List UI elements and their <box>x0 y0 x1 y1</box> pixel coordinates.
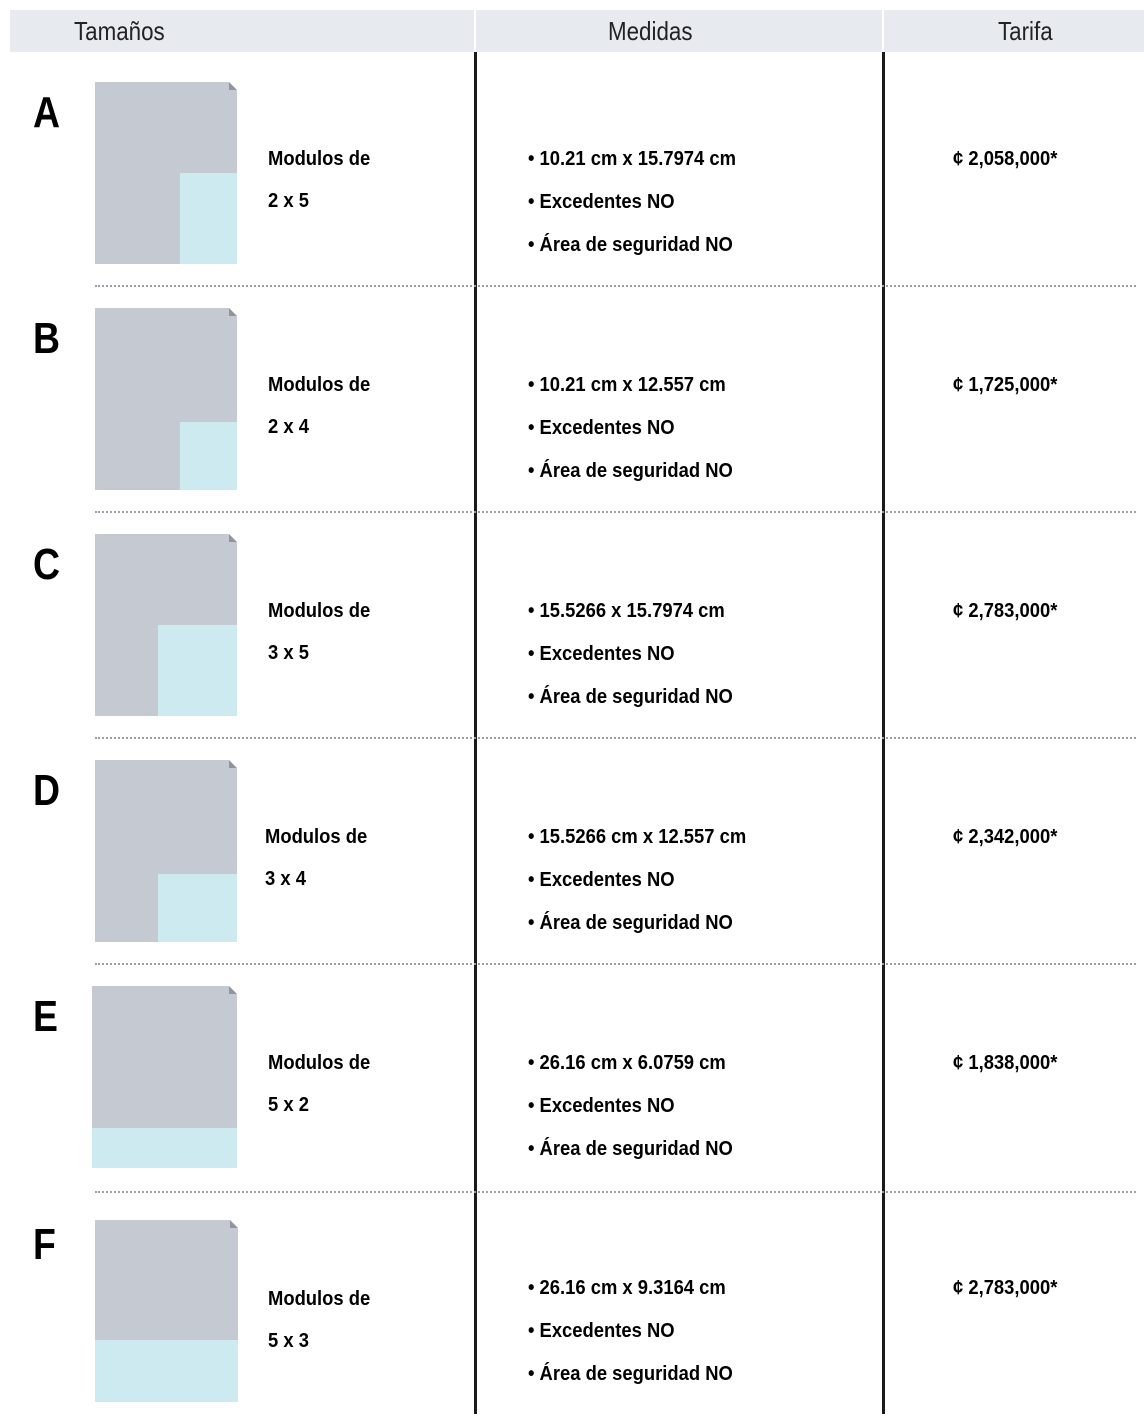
row-separator <box>95 737 1136 739</box>
modules-label: Modulos de <box>268 374 371 396</box>
size-row-a: A Modulos de 2 x 5 • 10.21 cm x 15.7974 … <box>0 60 1144 286</box>
size-thumbnail <box>95 760 237 942</box>
size-thumbnail <box>92 986 237 1168</box>
price-text: ¢ 1,725,000* <box>953 374 1058 396</box>
page-fold-icon <box>229 760 237 768</box>
size-letter: D <box>33 766 61 815</box>
dimensions-text: • 10.21 cm x 15.7974 cm <box>528 148 736 170</box>
price-text: ¢ 1,838,000* <box>953 1052 1058 1074</box>
dimensions-text: • 26.16 cm x 6.0759 cm <box>528 1052 726 1074</box>
row-separator <box>95 511 1136 513</box>
ad-area-highlight <box>180 422 237 490</box>
column-divider-medidas <box>474 52 477 1414</box>
dimensions-text: • 26.16 cm x 9.3164 cm <box>528 1277 726 1299</box>
ad-area-highlight <box>158 625 237 716</box>
size-row-b: B Modulos de 2 x 4 • 10.21 cm x 12.557 c… <box>0 286 1144 512</box>
size-row-d: D Modulos de 3 x 4 • 15.5266 cm x 12.557… <box>0 738 1144 964</box>
excedentes-text: • Excedentes NO <box>528 191 675 213</box>
modules-label: Modulos de <box>268 1288 371 1310</box>
modules-value: 3 x 4 <box>265 868 306 890</box>
size-row-e: E Modulos de 5 x 2 • 26.16 cm x 6.0759 c… <box>0 964 1144 1190</box>
seguridad-text: • Área de seguridad NO <box>528 912 733 934</box>
price-text: ¢ 2,342,000* <box>953 826 1058 848</box>
row-separator <box>95 285 1136 287</box>
ad-area-highlight <box>180 173 237 264</box>
seguridad-text: • Área de seguridad NO <box>528 234 733 256</box>
size-thumbnail <box>95 1220 238 1402</box>
dimensions-text: • 10.21 cm x 12.557 cm <box>528 374 726 396</box>
price-text: ¢ 2,783,000* <box>953 1277 1058 1299</box>
page-fold-icon <box>229 986 237 994</box>
modules-value: 2 x 4 <box>268 416 309 438</box>
ad-area-highlight <box>158 874 237 942</box>
size-letter: C <box>33 540 61 589</box>
ad-area-highlight <box>92 1128 237 1168</box>
header-tamanos: Tamaños <box>74 16 165 46</box>
header-divider <box>882 10 884 52</box>
page-fold-icon <box>229 534 237 542</box>
modules-value: 3 x 5 <box>268 642 309 664</box>
row-separator <box>95 963 1136 965</box>
modules-label: Modulos de <box>265 826 368 848</box>
ad-area-highlight <box>95 1340 238 1402</box>
modules-value: 2 x 5 <box>268 190 309 212</box>
seguridad-text: • Área de seguridad NO <box>528 1363 733 1385</box>
seguridad-text: • Área de seguridad NO <box>528 686 733 708</box>
size-letter: E <box>33 992 58 1041</box>
excedentes-text: • Excedentes NO <box>528 1320 675 1342</box>
seguridad-text: • Área de seguridad NO <box>528 1138 733 1160</box>
modules-label: Modulos de <box>268 148 371 170</box>
dimensions-text: • 15.5266 cm x 12.557 cm <box>528 826 747 848</box>
dimensions-text: • 15.5266 x 15.7974 cm <box>528 600 725 622</box>
header-tarifa: Tarifa <box>998 16 1053 46</box>
excedentes-text: • Excedentes NO <box>528 417 675 439</box>
size-letter: F <box>33 1220 56 1269</box>
size-row-f: F Modulos de 5 x 3 • 26.16 cm x 9.3164 c… <box>0 1192 1144 1418</box>
table-header: Tamaños Medidas Tarifa <box>10 10 1144 52</box>
page-fold-icon <box>229 308 237 316</box>
size-letter: B <box>33 314 61 363</box>
size-row-c: C Modulos de 3 x 5 • 15.5266 x 15.7974 c… <box>0 512 1144 738</box>
header-divider <box>474 10 476 52</box>
seguridad-text: • Área de seguridad NO <box>528 460 733 482</box>
row-separator <box>95 1191 1136 1193</box>
modules-label: Modulos de <box>268 600 371 622</box>
modules-value: 5 x 2 <box>268 1094 309 1116</box>
excedentes-text: • Excedentes NO <box>528 643 675 665</box>
price-text: ¢ 2,058,000* <box>953 148 1058 170</box>
page-fold-icon <box>230 1220 238 1228</box>
column-divider-tarifa <box>882 52 885 1414</box>
size-thumbnail <box>95 308 237 490</box>
modules-label: Modulos de <box>268 1052 371 1074</box>
page-fold-icon <box>229 82 237 90</box>
price-text: ¢ 2,783,000* <box>953 600 1058 622</box>
size-thumbnail <box>95 534 237 716</box>
size-letter: A <box>33 88 61 137</box>
header-medidas: Medidas <box>608 16 693 46</box>
size-thumbnail <box>95 82 237 264</box>
excedentes-text: • Excedentes NO <box>528 869 675 891</box>
excedentes-text: • Excedentes NO <box>528 1095 675 1117</box>
modules-value: 5 x 3 <box>268 1330 309 1352</box>
